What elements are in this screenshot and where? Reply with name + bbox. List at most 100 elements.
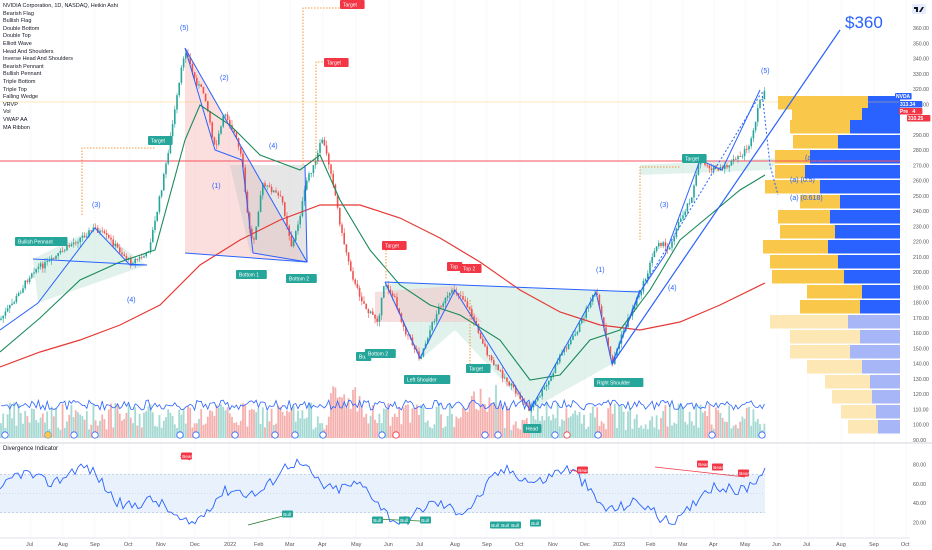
- candle-body: [473, 316, 475, 322]
- legend-item[interactable]: Vol: [3, 109, 11, 116]
- volume-bar: [591, 406, 594, 438]
- volume-bar: [587, 426, 590, 438]
- target-price-label: $360: [845, 13, 883, 32]
- price-tick: 270.00: [913, 163, 929, 169]
- pattern-badge-right-shoulder[interactable]: Right Shoulder: [594, 378, 644, 387]
- price-tick: 150.00: [913, 346, 929, 352]
- earnings-marker[interactable]: [563, 431, 571, 439]
- legend-item[interactable]: Bullish Flag: [3, 18, 32, 25]
- pattern-badge-left-shoulder[interactable]: Left Shoulder: [404, 375, 451, 384]
- legend-item[interactable]: Triple Top: [3, 86, 27, 93]
- pattern-badge-target[interactable]: Target: [466, 364, 491, 373]
- legend-item[interactable]: VWAP AA: [3, 116, 28, 123]
- price-axis[interactable]: 360.00350.00340.00330.00320.00310.00300.…: [913, 26, 929, 444]
- earnings-marker[interactable]: [481, 431, 489, 439]
- volume-bar: [411, 408, 414, 438]
- earnings-marker[interactable]: [392, 431, 400, 439]
- volume-bar: [675, 423, 678, 438]
- volume-bar: [314, 427, 317, 438]
- volume-bar: [96, 425, 99, 438]
- earnings-marker[interactable]: [708, 431, 716, 439]
- earnings-marker[interactable]: [378, 431, 386, 439]
- dividend-marker[interactable]: [44, 431, 52, 439]
- earnings-marker[interactable]: [70, 431, 78, 439]
- vrvp-bar-yellow: [770, 315, 848, 329]
- earnings-marker[interactable]: [594, 431, 602, 439]
- earnings-marker[interactable]: [291, 431, 299, 439]
- volume-bar: [528, 429, 530, 438]
- volume-bar: [413, 408, 416, 438]
- candle-body: [574, 334, 576, 336]
- legend-item[interactable]: Double Bottom: [3, 25, 40, 32]
- pattern-badge-target[interactable]: Target: [324, 58, 349, 67]
- legend-item[interactable]: MA Ribbon: [3, 124, 30, 131]
- earnings-marker[interactable]: [551, 431, 559, 439]
- volume-bar: [481, 404, 484, 438]
- candle-body: [761, 99, 763, 100]
- legend-items[interactable]: Bearish Flag Bullish Flag Double Bottom Dou…: [3, 11, 118, 133]
- legend-item[interactable]: Bearish Flag: [3, 10, 34, 17]
- candle-body: [541, 389, 543, 397]
- candle-body: [598, 294, 601, 307]
- pattern-badge-bottom1[interactable]: Bottom 1: [236, 270, 267, 279]
- legend-item[interactable]: Bearish Pennant: [3, 63, 44, 70]
- candle-body: [94, 227, 97, 229]
- earnings-marker[interactable]: [758, 431, 766, 439]
- candle-body: [48, 260, 51, 262]
- earnings-marker[interactable]: [1, 431, 9, 439]
- candle-body: [176, 95, 178, 110]
- pattern-badge-bottom2[interactable]: Bottom 2: [365, 349, 396, 358]
- earnings-marker[interactable]: [494, 431, 502, 439]
- volume-bar: [209, 410, 211, 438]
- divergence-label: Bull: [399, 516, 410, 524]
- candle-body: [449, 292, 451, 296]
- pattern-lines[interactable]: [0, 29, 841, 411]
- legend-item[interactable]: Double Top: [3, 33, 31, 40]
- legend-item[interactable]: Elliott Wave: [3, 40, 32, 47]
- pattern-badge-target[interactable]: Target: [682, 154, 707, 163]
- volume-bar: [690, 421, 693, 438]
- legend-item[interactable]: Triple Bottom: [3, 78, 36, 85]
- elliott-wave-label: (3): [92, 202, 101, 209]
- earnings-marker[interactable]: [91, 431, 99, 439]
- pattern-badge-target[interactable]: Target: [340, 0, 365, 9]
- pattern-badge-head[interactable]: Head: [523, 424, 542, 433]
- legend-item[interactable]: Head And Shoulders: [3, 48, 54, 55]
- pattern-badge-top1[interactable]: Top: [447, 262, 463, 271]
- candle-body: [262, 183, 264, 196]
- volume-bar: [451, 413, 453, 438]
- pattern-badge-target[interactable]: Target: [382, 241, 407, 250]
- volume-bar: [79, 414, 82, 438]
- legend-item[interactable]: Inverse Head And Shoulders: [3, 56, 74, 63]
- vrvp-bar-blue: [862, 360, 900, 374]
- volume-bar: [389, 425, 392, 438]
- volume-bar: [26, 416, 29, 438]
- candle-body: [167, 153, 169, 164]
- volume-bar: [59, 429, 62, 438]
- earnings-marker[interactable]: [176, 431, 184, 439]
- candle-body: [83, 235, 86, 238]
- earnings-marker[interactable]: [319, 431, 327, 439]
- time-axis[interactable]: Jul Aug Sep Oct Nov Dec 2022 Feb Mar Apr May Jun Jul…: [26, 542, 910, 548]
- earnings-marker[interactable]: [192, 431, 200, 439]
- target-projection-line[interactable]: [611, 29, 841, 365]
- pattern-badge-bottom2[interactable]: Bottom 2: [286, 274, 317, 283]
- candle-body: [748, 146, 750, 150]
- volume-bar: [433, 424, 436, 438]
- legend-item[interactable]: VRVP: [3, 101, 18, 108]
- pattern-badge-top2[interactable]: Top 2: [460, 264, 482, 273]
- indicator-legend[interactable]: NVIDIA Corporation, 1D, NASDAQ, Heikin A…: [3, 3, 118, 132]
- volume-bar: [312, 429, 315, 438]
- earnings-marker[interactable]: [231, 431, 239, 439]
- price-pane[interactable]: [0, 7, 900, 438]
- candle-body: [603, 317, 605, 328]
- pattern-badge-target[interactable]: Target: [148, 136, 173, 145]
- legend-item[interactable]: Bullish Pennant: [3, 71, 42, 78]
- volume-bar: [70, 404, 73, 438]
- earnings-marker[interactable]: [271, 431, 279, 439]
- pattern-badge-bullish-pennant[interactable]: Bullish Pennant: [15, 237, 68, 246]
- event-markers[interactable]: [1, 431, 766, 439]
- legend-item[interactable]: Falling Wedge: [3, 94, 39, 101]
